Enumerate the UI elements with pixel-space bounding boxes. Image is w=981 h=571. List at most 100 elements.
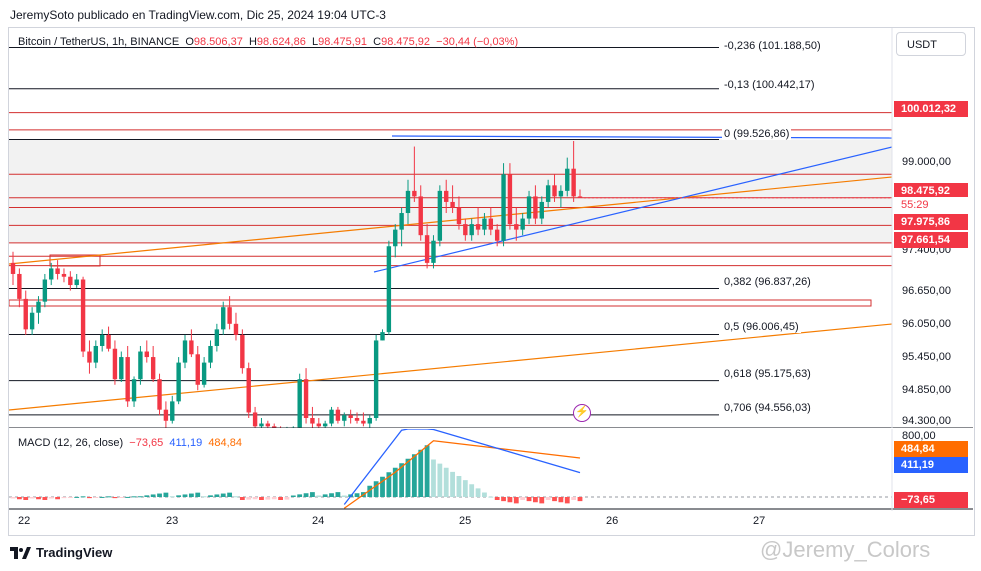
macd-histogram-bar	[482, 492, 487, 497]
macd-histogram-bar	[93, 497, 99, 498]
candle-body	[93, 345, 99, 363]
macd-histogram-bar	[450, 471, 455, 497]
macd-histogram-bar	[411, 454, 417, 497]
fib-label-0618: 0,618 (95.175,63)	[722, 368, 813, 380]
candle-body	[106, 334, 111, 349]
fib-label-05: 0,5 (96.006,45)	[722, 321, 801, 333]
macd-histogram-bar	[48, 497, 54, 499]
candle-body	[545, 185, 551, 202]
currency-button[interactable]: USDT	[896, 32, 966, 56]
macd-histogram-bar	[182, 494, 188, 497]
macd-pane[interactable]	[9, 429, 973, 511]
macd-histogram-bar	[252, 497, 258, 500]
candle-body	[380, 332, 385, 341]
candle-body	[361, 420, 366, 424]
symbol-name[interactable]: Bitcoin / TetherUS, 1h, BINANCE	[18, 36, 180, 48]
orange-trendline-upper	[9, 176, 893, 265]
macd-histogram-bar	[418, 449, 424, 497]
macd-line	[343, 429, 581, 505]
tradingview-logo[interactable]: TradingView	[10, 545, 112, 560]
candle-body	[87, 351, 92, 363]
macd-histogram-bar	[201, 496, 207, 498]
macd-histogram-bar	[55, 497, 60, 500]
macd-histogram-bar	[188, 493, 194, 497]
macd-histogram-bar	[176, 495, 182, 497]
macd-histogram-bar	[259, 497, 264, 500]
price-tick: 94.300,00	[902, 415, 951, 427]
candle-body	[195, 354, 200, 385]
macd-histogram-bar	[329, 493, 334, 497]
candle-body	[577, 196, 583, 198]
level-badge-100012: 100.012,32	[894, 101, 968, 117]
time-tick: 23	[166, 515, 179, 527]
macd-histogram-bar	[233, 496, 239, 498]
price-tick: 95.450,00	[902, 351, 951, 363]
price-tick: 96.650,00	[902, 285, 951, 297]
candle-body	[444, 190, 449, 202]
candle-body	[29, 312, 35, 330]
candle-body	[80, 279, 86, 352]
candle-body	[456, 207, 462, 225]
candle-body	[125, 357, 130, 402]
candle-body	[182, 340, 188, 363]
candle-body	[405, 190, 411, 214]
macd-histogram-bar	[392, 467, 398, 497]
candle-body	[221, 307, 226, 330]
macd-histogram-bar	[303, 493, 309, 497]
fib-label-0: 0 (99.526,86)	[722, 128, 792, 140]
macd-signal-line	[343, 440, 581, 509]
candle-body	[386, 246, 392, 333]
candle-body	[49, 268, 54, 280]
candle-body	[558, 190, 564, 197]
macd-title[interactable]: MACD (12, 26, close)	[18, 437, 124, 449]
candle-body	[431, 240, 436, 263]
candle-body	[373, 340, 379, 418]
candle-body	[393, 229, 398, 247]
macd-histogram-bar	[424, 445, 430, 497]
macd-histogram-bar	[67, 497, 73, 498]
macd-histogram-bar	[284, 497, 290, 500]
macd-histogram-bar	[271, 497, 277, 500]
open-label: O	[185, 36, 194, 48]
macd-histogram-bar	[437, 463, 443, 497]
macd-histogram-bar	[513, 497, 519, 504]
macd-value-badge: 411,19	[894, 457, 968, 473]
macd-histogram-bar	[195, 492, 201, 497]
macd-histogram-bar	[150, 494, 156, 497]
macd-histogram-bar	[577, 497, 583, 502]
macd-histogram-bar	[74, 496, 80, 498]
orange-trendline-lower	[9, 323, 893, 411]
candle-body	[297, 379, 302, 428]
macd-histogram-bar	[144, 495, 150, 497]
price-tick: 94.850,00	[902, 384, 951, 396]
high-label: H	[248, 36, 257, 48]
macd-histogram-bar	[405, 458, 411, 497]
macd-histogram-bar	[456, 476, 462, 497]
candle-body	[144, 351, 149, 358]
macd-histogram-bar	[322, 494, 328, 497]
macd-histogram-bar	[125, 496, 131, 498]
fib-label-m0236: -0,236 (101.188,50)	[722, 40, 823, 52]
fib-label-m013: -0,13 (100.442,17)	[722, 79, 817, 91]
candle-body	[494, 229, 500, 241]
symbol-legend: Bitcoin / TetherUS, 1h, BINANCE O98.506,…	[18, 36, 518, 48]
candle-body	[316, 423, 321, 427]
low-value: 98.475,91	[318, 36, 368, 48]
macd-histogram-bar	[220, 493, 226, 497]
macd-histogram-bar	[558, 497, 564, 503]
macd-histogram-bar	[278, 497, 283, 500]
open-value: 98.506,37	[193, 36, 243, 48]
macd-histogram-bar	[61, 497, 67, 499]
lightning-icon[interactable]: ⚡	[573, 404, 591, 422]
candle-body	[170, 401, 175, 421]
macd-histogram-bar	[297, 494, 303, 497]
macd-histogram-bar	[545, 497, 551, 500]
bar-timer: 55:29	[894, 197, 968, 213]
price-pane[interactable]	[9, 28, 973, 428]
macd-histogram-bar	[494, 497, 500, 500]
macd-histogram-bar	[335, 492, 341, 497]
author-watermark: @Jeremy_Colors	[760, 537, 931, 562]
macd-histogram-bar	[431, 459, 436, 497]
candle-body	[310, 418, 315, 424]
candle-body	[68, 276, 73, 286]
